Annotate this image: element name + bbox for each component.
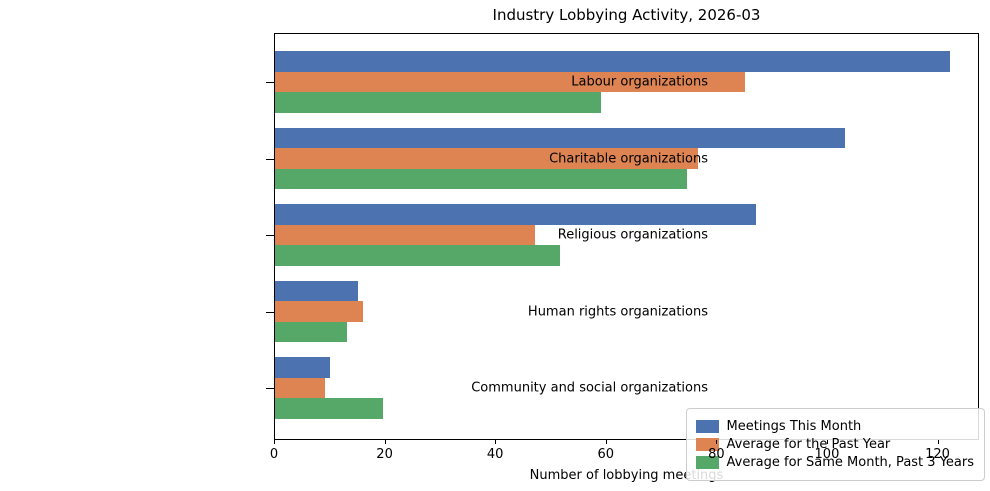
y-tick-mark — [266, 82, 274, 83]
x-tick-mark — [274, 440, 275, 444]
legend-item-label: Average for the Past Year — [726, 437, 891, 452]
x-tick-label: 0 — [269, 447, 279, 462]
y-tick-mark — [266, 388, 274, 389]
legend-item: Average for the Past Year — [695, 437, 974, 452]
x-tick-mark — [826, 440, 828, 444]
x-tick-mark — [495, 440, 497, 444]
bar — [275, 204, 757, 225]
x-tick-mark — [605, 440, 607, 444]
bar — [275, 357, 331, 378]
legend-item: Meetings This Month — [695, 419, 974, 434]
y-tick-mark — [266, 235, 274, 236]
y-tick-label: Charitable organizations — [549, 151, 708, 166]
x-tick-mark — [384, 440, 386, 444]
bar — [275, 168, 687, 190]
x-tick-label: 120 — [925, 447, 950, 462]
bar — [275, 224, 535, 246]
bar — [275, 321, 347, 343]
x-tick-label: 100 — [814, 447, 840, 462]
legend-item-label: Meetings This Month — [726, 419, 862, 434]
x-tick-mark — [716, 440, 718, 444]
bar — [275, 398, 383, 419]
y-tick-mark — [266, 311, 274, 313]
legend-swatch — [695, 420, 719, 433]
y-tick-mark — [266, 158, 274, 160]
y-tick-label: Religious organizations — [557, 227, 708, 243]
bar — [275, 127, 845, 149]
x-axis-label: Number of lobbying meetings — [529, 468, 724, 483]
bar — [275, 148, 698, 169]
bar — [275, 51, 950, 72]
x-tick-label: 20 — [376, 447, 393, 462]
bar — [275, 377, 325, 399]
legend-swatch — [695, 456, 719, 469]
bar — [275, 92, 602, 113]
bar — [275, 301, 364, 322]
y-tick-label: Labour organizations — [571, 74, 708, 90]
x-tick-label: 80 — [708, 447, 725, 462]
bar — [275, 71, 745, 93]
legend: Meetings This Month Average for the Past … — [685, 408, 985, 481]
legend-swatch — [695, 438, 719, 451]
legend-item: Average for Same Month, Past 3 Years — [695, 455, 974, 470]
y-tick-label: Community and social organizations — [471, 380, 708, 396]
bar — [275, 280, 358, 302]
x-tick-label: 60 — [597, 447, 615, 462]
bar — [275, 245, 560, 266]
x-tick-mark — [937, 440, 939, 444]
x-tick-label: 40 — [486, 447, 504, 462]
chart-title: Industry Lobbying Activity, 2026-03 — [492, 6, 761, 24]
legend-item-label: Average for Same Month, Past 3 Years — [726, 455, 974, 470]
y-tick-label: Human rights organizations — [527, 304, 708, 319]
